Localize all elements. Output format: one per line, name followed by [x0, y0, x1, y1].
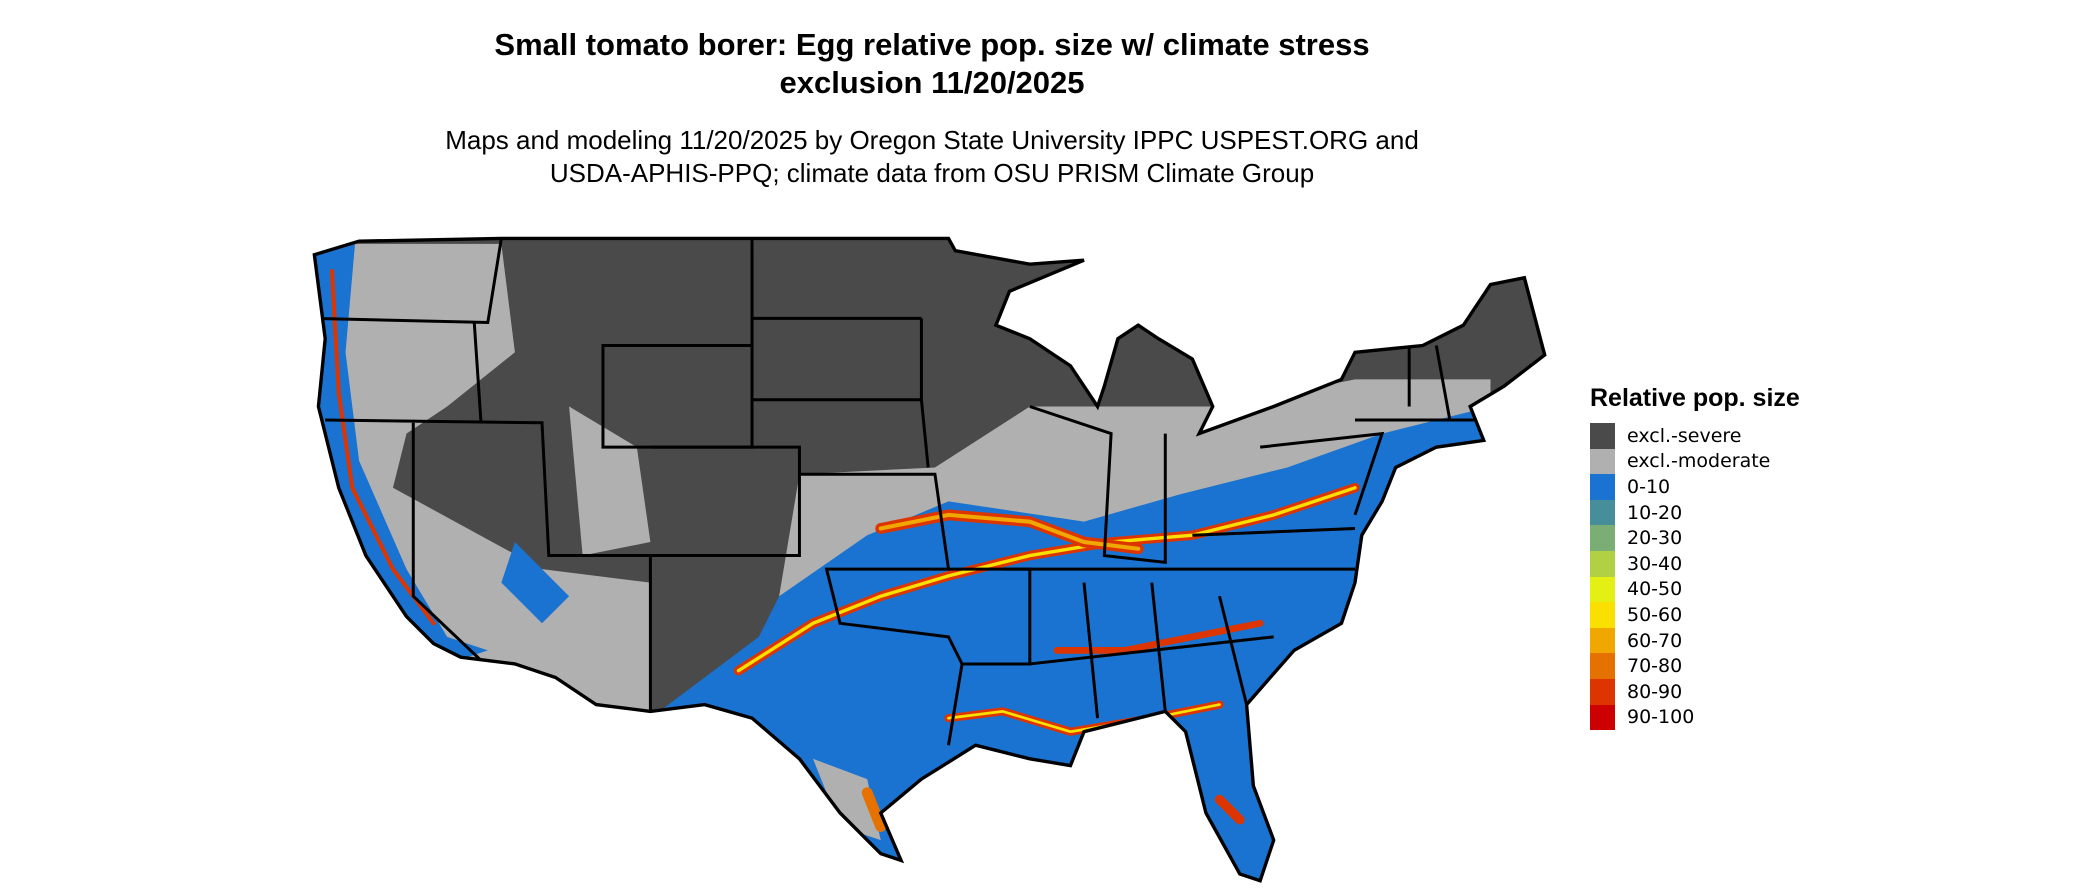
legend-item: 80-90 [1590, 678, 1800, 705]
legend: Relative pop. size excl.-severe excl.-mod… [1590, 384, 1800, 731]
legend-item: 60-70 [1590, 627, 1800, 654]
legend-item: 20-30 [1590, 525, 1800, 551]
legend-item: 90-100 [1590, 704, 1800, 731]
legend-label: 80-90 [1627, 680, 1683, 703]
map-title: Small tomato borer: Egg relative pop. si… [332, 26, 1532, 102]
legend-swatch [1590, 448, 1615, 475]
legend-label: 0-10 [1627, 475, 1671, 498]
legend-swatch [1590, 499, 1615, 526]
legend-label: 30-40 [1627, 552, 1683, 575]
legend-swatch [1590, 653, 1615, 679]
legend-items: excl.-severe excl.-moderate 0-10 10-20 20-30… [1590, 423, 1800, 731]
legend-label: 50-60 [1627, 603, 1683, 626]
legend-swatch [1590, 704, 1615, 731]
legend-swatch [1590, 627, 1615, 654]
legend-title: Relative pop. size [1590, 384, 1800, 412]
legend-item: excl.-severe [1590, 423, 1800, 449]
subtitle-line-2: USDA-APHIS-PPQ; climate data from OSU PR… [549, 158, 1315, 188]
legend-item: excl.-moderate [1590, 448, 1800, 475]
state-borders [314, 238, 1477, 746]
legend-swatch [1590, 576, 1615, 603]
legend-item: 40-50 [1590, 576, 1800, 603]
legend-item: 30-40 [1590, 550, 1800, 577]
legend-item: 50-60 [1590, 602, 1800, 628]
legend-item: 0-10 [1590, 474, 1800, 500]
legend-label: 70-80 [1627, 655, 1683, 678]
legend-item: 10-20 [1590, 499, 1800, 526]
legend-swatch [1590, 474, 1615, 500]
legend-swatch [1590, 602, 1615, 628]
subtitle-line-1: Maps and modeling 11/20/2025 by Oregon S… [445, 125, 1419, 155]
legend-item: 70-80 [1590, 653, 1800, 679]
map-subtitle: Maps and modeling 11/20/2025 by Oregon S… [332, 124, 1532, 190]
legend-swatch [1590, 678, 1615, 705]
title-line-2: exclusion 11/20/2025 [779, 65, 1085, 100]
high-pop-bands [329, 268, 1360, 832]
range-0-10-region [314, 243, 1491, 881]
legend-label: excl.-severe [1627, 424, 1742, 447]
excl-moderate-texas [813, 758, 881, 841]
legend-swatch [1590, 423, 1615, 449]
legend-label: 10-20 [1627, 501, 1683, 524]
title-line-1: Small tomato borer: Egg relative pop. si… [494, 27, 1370, 62]
legend-swatch [1590, 550, 1615, 577]
legend-label: 40-50 [1627, 578, 1683, 601]
legend-label: 20-30 [1627, 527, 1683, 550]
legend-label: 60-70 [1627, 629, 1683, 652]
legend-label: 90-100 [1627, 706, 1695, 729]
legend-label: excl.-moderate [1627, 450, 1771, 473]
legend-swatch [1590, 525, 1615, 551]
